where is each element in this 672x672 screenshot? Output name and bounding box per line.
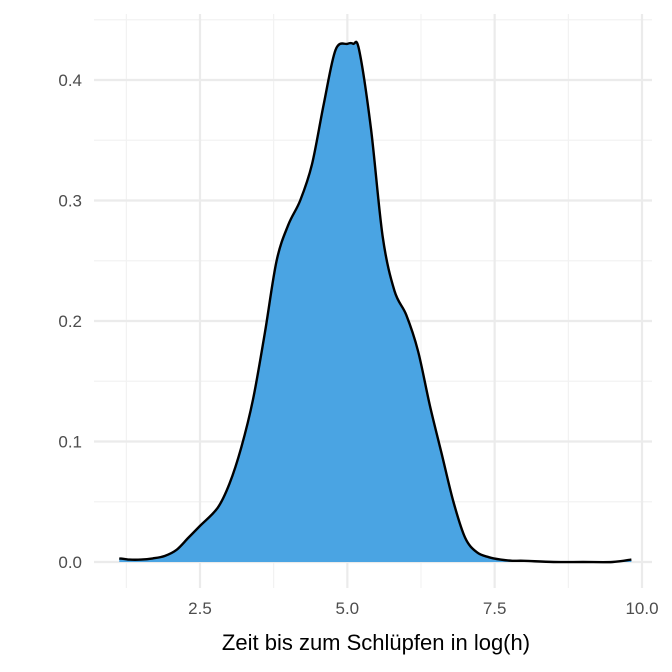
x-tick-label: 10.0	[625, 599, 658, 618]
y-tick-label: 0.3	[58, 192, 82, 211]
x-tick-label: 7.5	[483, 599, 507, 618]
density-line	[119, 40, 632, 564]
y-tick-label: 0.0	[58, 553, 82, 572]
y-tick-label: 0.4	[58, 71, 82, 90]
density-layer	[119, 40, 632, 564]
y-tick-label: 0.1	[58, 433, 82, 452]
density-area	[119, 41, 632, 563]
x-tick-label: 5.0	[336, 599, 360, 618]
x-axis-title: Zeit bis zum Schlüpfen in log(h)	[222, 630, 530, 655]
y-axis-tick-labels: 0.0 0.1 0.2 0.3 0.4	[58, 71, 82, 572]
x-axis-tick-labels: 2.5 5.0 7.5 10.0	[188, 599, 658, 618]
y-tick-label: 0.2	[58, 312, 82, 331]
x-tick-label: 2.5	[188, 599, 212, 618]
